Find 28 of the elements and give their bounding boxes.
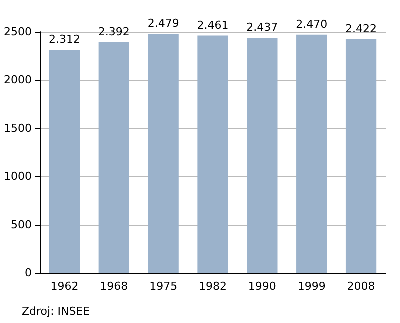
y-tick-label: 500 [11,218,32,232]
y-tick-label: 2500 [4,26,32,38]
x-tick-label: 2008 [347,280,376,293]
x-tick-label: 1999 [298,280,326,293]
y-tick-label: 0 [25,266,32,280]
data-label: 2.437 [246,21,278,34]
x-tick-label: 1975 [150,280,178,293]
bar [247,38,278,273]
y-tick-label: 2000 [4,74,32,87]
data-label: 2.312 [48,33,80,46]
data-label: 2.479 [148,17,180,30]
x-tick-label: 1982 [199,280,227,293]
bar [296,34,328,273]
text: Zdroj: INSEE [22,305,90,318]
x-tick-label: 1962 [50,280,79,293]
y-tick-label: 1000 [4,170,32,184]
bar [346,40,377,273]
bar [98,42,130,273]
y-tick-label: 1500 [4,122,32,135]
data-label: 2.422 [346,22,378,36]
data-label: 2.392 [98,25,130,38]
data-label: 2.461 [197,18,229,32]
bar [49,50,80,273]
bar [148,34,179,273]
x-tick-label: 1990 [248,280,276,293]
bar [198,36,228,273]
x-tick-label: 1968 [100,280,128,293]
data-label: 2.470 [296,18,328,31]
